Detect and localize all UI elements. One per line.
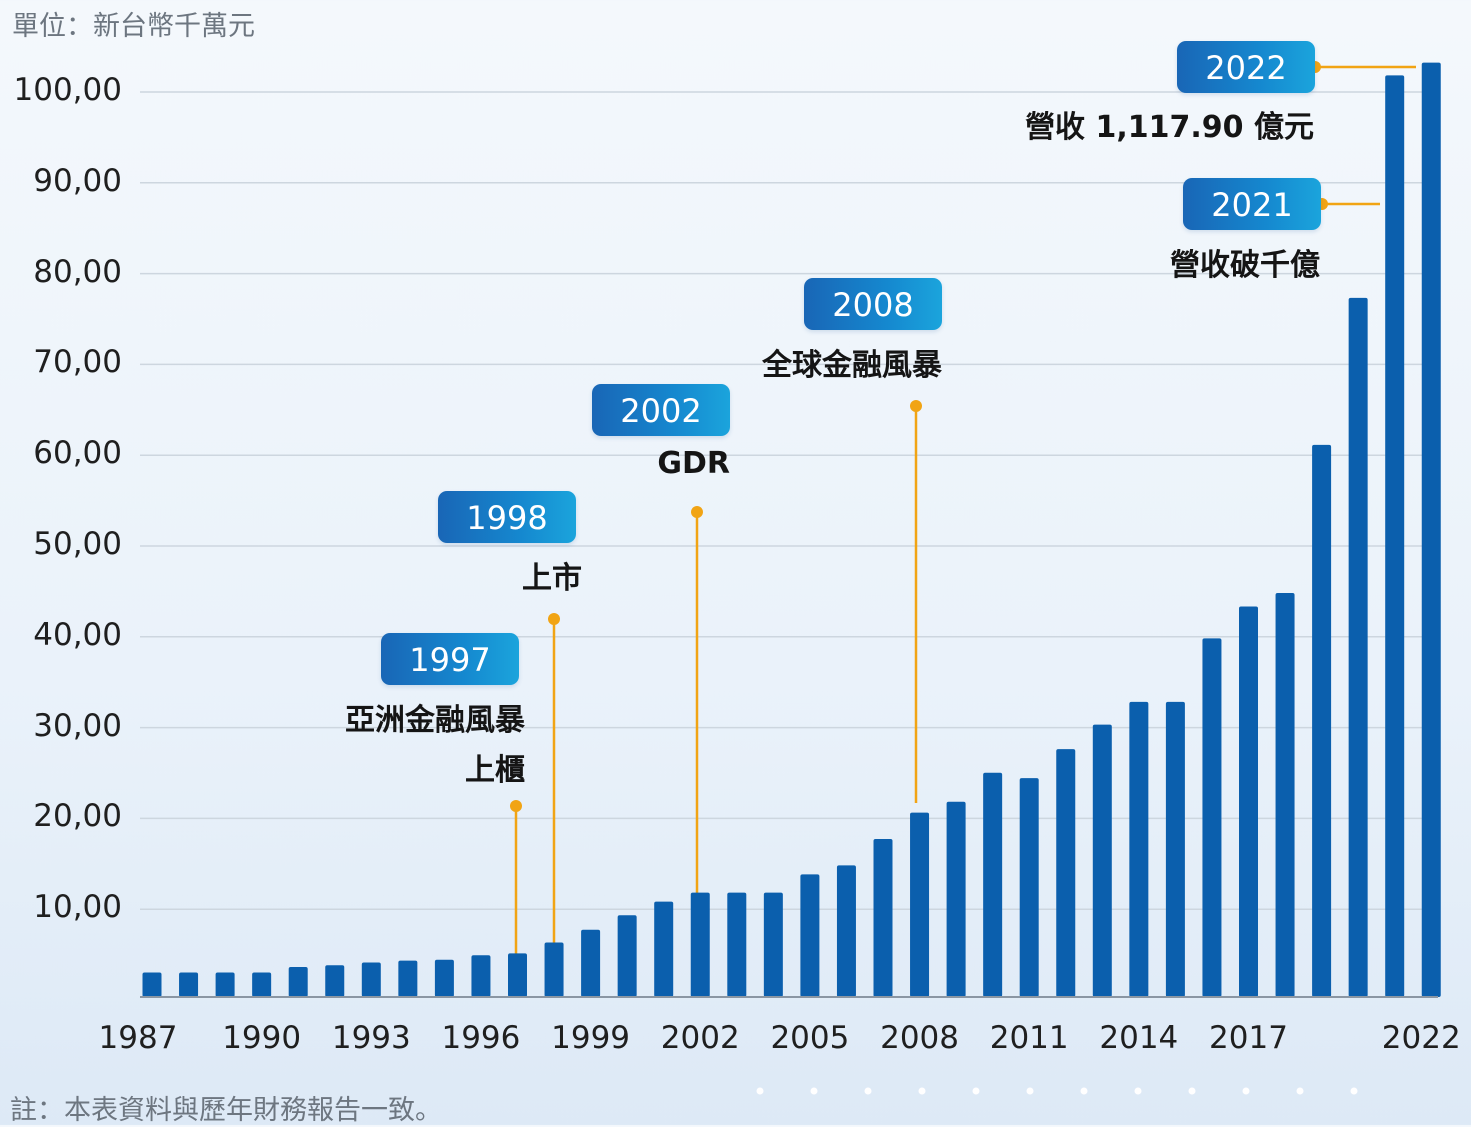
event-badge-2021: 2021 <box>1183 178 1321 230</box>
y-tick-label: 70,00 <box>33 344 122 381</box>
y-tick-label: 40,00 <box>33 616 122 653</box>
event-text-2021: 營收破千億 <box>1170 248 1320 283</box>
y-tick-label: 80,00 <box>33 253 122 290</box>
bar-2021 <box>1385 75 1405 997</box>
bars <box>142 62 1441 998</box>
x-tick-label: 1999 <box>551 1020 631 1056</box>
bar-2017 <box>1239 606 1258 997</box>
y-tick-label: 50,00 <box>33 526 122 562</box>
bar-1996 <box>471 955 491 997</box>
event-text-2002: GDR <box>657 446 730 481</box>
bar-1997 <box>508 953 527 997</box>
x-tick-label: 1996 <box>441 1020 521 1056</box>
bar-1992 <box>325 965 345 997</box>
bar-1989 <box>215 972 235 997</box>
decor-dot <box>1080 1087 1088 1095</box>
bar-2014 <box>1129 701 1149 997</box>
decor-dot <box>1188 1087 1196 1095</box>
connector-dot-2008 <box>910 400 922 412</box>
bar-2000 <box>617 915 637 997</box>
event-badge-2002: 2002 <box>592 384 730 436</box>
bar-2008 <box>910 812 930 997</box>
y-tick-label: 10,00 <box>33 889 122 926</box>
decorative-dots <box>756 1087 1358 1095</box>
bar-2005 <box>800 874 820 997</box>
decor-dot <box>810 1087 818 1095</box>
decor-dot <box>1350 1087 1358 1095</box>
connector-dot-1997 <box>510 800 522 812</box>
decor-dot <box>1026 1087 1034 1095</box>
connector-dot-2002 <box>691 506 703 518</box>
bar-1991 <box>288 967 308 997</box>
x-tick-label: 2005 <box>770 1020 850 1056</box>
decor-dot <box>1134 1087 1142 1095</box>
bar-2006 <box>836 865 856 997</box>
unit-label: 單位：新台幣千萬元 <box>12 11 255 42</box>
x-tick-label: 2022 <box>1381 1020 1461 1056</box>
bar-1987 <box>142 972 162 997</box>
bar-2010 <box>983 772 1003 997</box>
x-tick-label: 2011 <box>989 1020 1069 1056</box>
decor-dot <box>918 1087 926 1095</box>
footnote: 註：本表資料與歷年財務報告一致。 <box>10 1095 442 1126</box>
bar-1998 <box>544 942 564 997</box>
event-badge-2022: 2022 <box>1177 41 1315 93</box>
connector-dot-1998 <box>548 613 560 625</box>
y-tick-label: 100,00 <box>13 72 122 108</box>
bar-2019 <box>1312 444 1332 997</box>
event-connectors <box>510 61 1416 960</box>
x-tick-label: 2002 <box>660 1020 740 1056</box>
bar-2011 <box>1019 778 1039 997</box>
event-text-1998: 上市 <box>522 561 582 596</box>
bar-1994 <box>398 960 418 997</box>
bar-2018 <box>1275 592 1295 997</box>
bar-2020 <box>1348 297 1368 998</box>
x-tick-label: 2014 <box>1099 1020 1179 1056</box>
bar-1999 <box>581 929 601 997</box>
y-tick-label: 60,00 <box>33 435 122 472</box>
bar-2002 <box>690 892 710 997</box>
decor-dot <box>1296 1087 1304 1095</box>
event-text-1997: 亞洲金融風暴 <box>345 703 525 738</box>
bar-1993 <box>361 962 381 997</box>
bar-1995 <box>434 959 454 997</box>
bar-1988 <box>179 972 199 997</box>
decor-dot <box>1242 1087 1250 1095</box>
decor-dot <box>972 1087 980 1095</box>
decor-dot <box>756 1087 764 1095</box>
bar-2004 <box>763 892 783 997</box>
bar-2016 <box>1202 638 1222 997</box>
x-tick-label: 1990 <box>222 1020 302 1056</box>
x-tick-label: 1993 <box>331 1020 411 1056</box>
x-tick-label: 2008 <box>880 1020 959 1056</box>
bar-2003 <box>727 892 747 997</box>
bar-2012 <box>1056 749 1076 997</box>
event-text-2022: 營收 1,117.90 億元 <box>1025 110 1314 145</box>
event-text-1997: 上櫃 <box>465 753 525 788</box>
decor-dot <box>864 1087 872 1095</box>
x-tick-label: 1987 <box>98 1020 178 1056</box>
bar-1990 <box>252 972 272 997</box>
bar-2022 <box>1421 62 1441 998</box>
y-tick-label: 30,00 <box>33 707 122 744</box>
event-badge-1997: 1997 <box>381 633 519 685</box>
y-tick-label: 20,00 <box>33 798 122 835</box>
bar-2001 <box>654 901 674 997</box>
bar-2015 <box>1165 701 1185 997</box>
bar-2013 <box>1092 724 1112 997</box>
x-tick-label: 2017 <box>1209 1020 1288 1056</box>
bar-2007 <box>873 839 893 997</box>
bar-2009 <box>946 801 966 997</box>
event-badge-1998: 1998 <box>438 491 576 543</box>
event-text-2008: 全球金融風暴 <box>762 348 942 383</box>
y-tick-label: 90,00 <box>33 162 122 199</box>
event-badge-2008: 2008 <box>804 278 942 330</box>
